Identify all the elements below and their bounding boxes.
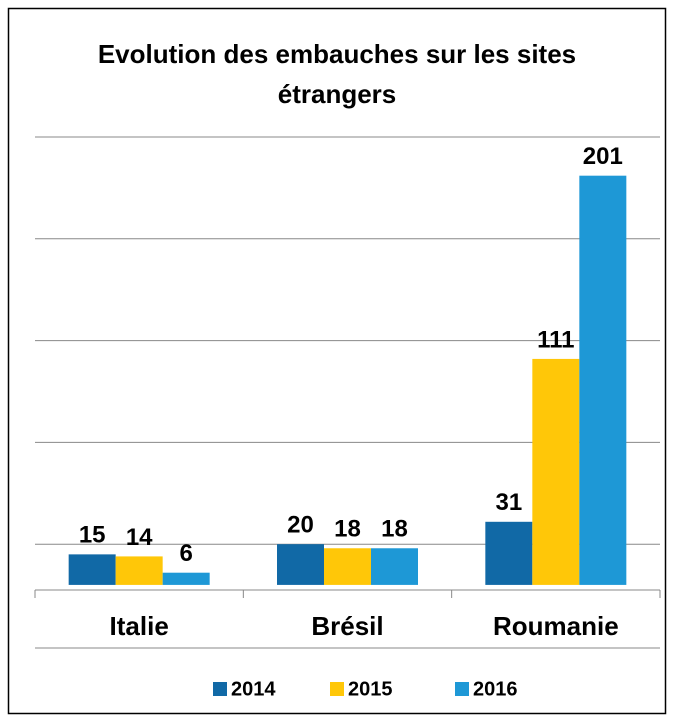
legend-label: 2015 [348,678,393,700]
bar [68,554,116,585]
legend-label: 2014 [231,678,276,700]
data-label: 14 [126,524,153,551]
bar [277,544,324,585]
legend-swatch [330,682,344,696]
bar [371,548,418,585]
data-label: 6 [179,540,192,567]
bar [532,358,580,585]
data-label: 18 [381,516,408,543]
legend-swatch [455,682,469,696]
bar [115,556,163,585]
chart-title: Evolution des embauches sur les sites ét… [97,39,577,109]
data-label: 20 [287,512,314,539]
data-label: 18 [334,516,361,543]
legend-swatch [213,682,227,696]
bar [579,175,627,585]
data-label: 201 [583,143,623,170]
x-tick-label: Italie [110,611,169,641]
data-label: 15 [79,522,106,549]
legend-label: 2016 [473,678,518,700]
bar [324,548,371,585]
x-tick-label: Roumanie [493,611,619,641]
bar [485,521,533,585]
bar [162,572,210,585]
x-tick-label: Brésil [311,611,383,641]
data-label: 111 [537,326,574,353]
data-label: 31 [495,489,522,516]
